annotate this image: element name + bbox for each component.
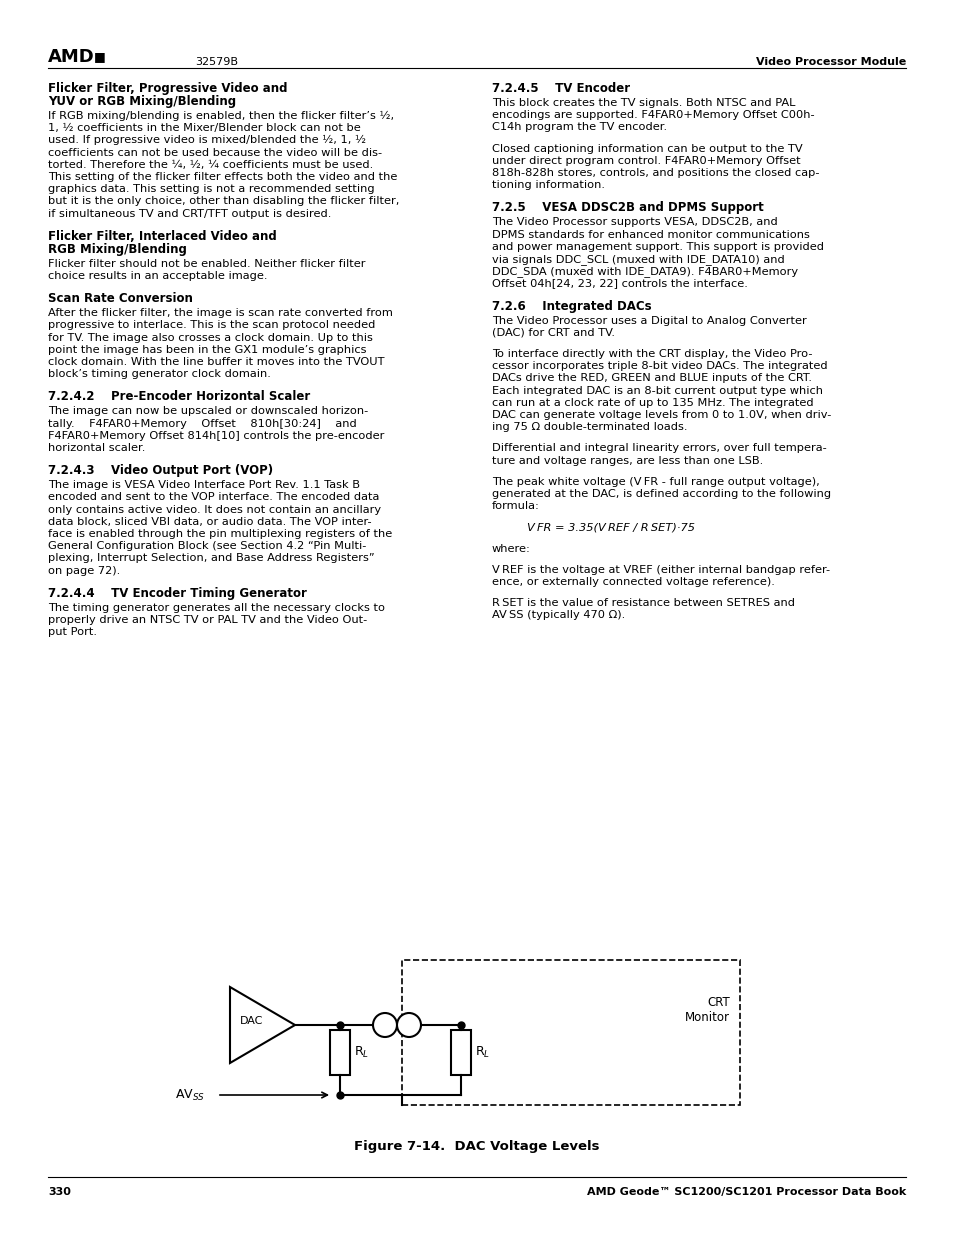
Text: tally.    F4FAR0+Memory    Offset    810h[30:24]    and: tally. F4FAR0+Memory Offset 810h[30:24] … (48, 419, 356, 429)
Text: graphics data. This setting is not a recommended setting: graphics data. This setting is not a rec… (48, 184, 375, 194)
Text: point the image has been in the GX1 module’s graphics: point the image has been in the GX1 modu… (48, 345, 366, 354)
Text: under direct program control. F4FAR0+Memory Offset: under direct program control. F4FAR0+Mem… (492, 156, 800, 165)
Text: CRT
Monitor: CRT Monitor (684, 995, 729, 1024)
Text: This setting of the flicker filter effects both the video and the: This setting of the flicker filter effec… (48, 172, 397, 182)
Text: 7.2.6    Integrated DACs: 7.2.6 Integrated DACs (492, 300, 651, 312)
Text: choice results in an acceptable image.: choice results in an acceptable image. (48, 270, 267, 282)
Text: Figure 7-14.  DAC Voltage Levels: Figure 7-14. DAC Voltage Levels (354, 1140, 599, 1153)
Text: Flicker filter should not be enabled. Neither flicker filter: Flicker filter should not be enabled. Ne… (48, 259, 365, 269)
Text: for TV. The image also crosses a clock domain. Up to this: for TV. The image also crosses a clock d… (48, 332, 373, 342)
Text: plexing, Interrupt Selection, and Base Address Registers”: plexing, Interrupt Selection, and Base A… (48, 553, 375, 563)
Text: If RGB mixing/blending is enabled, then the flicker filter’s ½,: If RGB mixing/blending is enabled, then … (48, 111, 394, 121)
Text: Video Processor Module: Video Processor Module (755, 57, 905, 67)
Text: DAC: DAC (240, 1016, 263, 1026)
Text: only contains active video. It does not contain an ancillary: only contains active video. It does not … (48, 505, 381, 515)
Text: but it is the only choice, other than disabling the flicker filter,: but it is the only choice, other than di… (48, 196, 399, 206)
Text: block’s timing generator clock domain.: block’s timing generator clock domain. (48, 369, 271, 379)
Text: C14h program the TV encoder.: C14h program the TV encoder. (492, 122, 666, 132)
Text: ture and voltage ranges, are less than one LSB.: ture and voltage ranges, are less than o… (492, 456, 762, 466)
Text: RGB Mixing/Blending: RGB Mixing/Blending (48, 243, 187, 256)
Text: 7.2.5    VESA DDSC2B and DPMS Support: 7.2.5 VESA DDSC2B and DPMS Support (492, 201, 763, 215)
Text: 330: 330 (48, 1187, 71, 1197)
Text: 818h-828h stores, controls, and positions the closed cap-: 818h-828h stores, controls, and position… (492, 168, 819, 178)
Text: The timing generator generates all the necessary clocks to: The timing generator generates all the n… (48, 603, 385, 613)
Text: progressive to interlace. This is the scan protocol needed: progressive to interlace. This is the sc… (48, 320, 375, 331)
Text: Offset 04h[24, 23, 22] controls the interface.: Offset 04h[24, 23, 22] controls the inte… (492, 278, 747, 289)
Text: can run at a clock rate of up to 135 MHz. The integrated: can run at a clock rate of up to 135 MHz… (492, 398, 813, 408)
Text: cessor incorporates triple 8-bit video DACs. The integrated: cessor incorporates triple 8-bit video D… (492, 361, 827, 372)
Text: tioning information.: tioning information. (492, 180, 604, 190)
Text: face is enabled through the pin multiplexing registers of the: face is enabled through the pin multiple… (48, 529, 392, 538)
Text: Scan Rate Conversion: Scan Rate Conversion (48, 293, 193, 305)
Text: Differential and integral linearity errors, over full tempera-: Differential and integral linearity erro… (492, 443, 826, 453)
Text: The image can now be upscaled or downscaled horizon-: The image can now be upscaled or downsca… (48, 406, 368, 416)
Text: data block, sliced VBI data, or audio data. The VOP inter-: data block, sliced VBI data, or audio da… (48, 516, 372, 527)
Text: where:: where: (492, 543, 530, 553)
Text: 7.2.4.5    TV Encoder: 7.2.4.5 TV Encoder (492, 82, 630, 95)
Text: 7.2.4.2    Pre-Encoder Horizontal Scaler: 7.2.4.2 Pre-Encoder Horizontal Scaler (48, 390, 310, 404)
Text: 7.2.4.4    TV Encoder Timing Generator: 7.2.4.4 TV Encoder Timing Generator (48, 587, 307, 600)
Text: Flicker Filter, Progressive Video and: Flicker Filter, Progressive Video and (48, 82, 287, 95)
Text: 32579B: 32579B (194, 57, 237, 67)
Text: Flicker Filter, Interlaced Video and: Flicker Filter, Interlaced Video and (48, 230, 276, 243)
Text: (DAC) for CRT and TV.: (DAC) for CRT and TV. (492, 327, 615, 338)
Text: V FR = 3.35(V REF / R SET)·75: V FR = 3.35(V REF / R SET)·75 (526, 522, 695, 532)
Text: To interface directly with the CRT display, the Video Pro-: To interface directly with the CRT displ… (492, 350, 812, 359)
Text: AV SS (typically 470 Ω).: AV SS (typically 470 Ω). (492, 610, 624, 620)
Text: The Video Processor supports VESA, DDSC2B, and: The Video Processor supports VESA, DDSC2… (492, 217, 777, 227)
Text: YUV or RGB Mixing/Blending: YUV or RGB Mixing/Blending (48, 95, 236, 107)
Text: and power management support. This support is provided: and power management support. This suppo… (492, 242, 823, 252)
Text: 1, ½ coefficients in the Mixer/Blender block can not be: 1, ½ coefficients in the Mixer/Blender b… (48, 124, 360, 133)
Text: DACs drive the RED, GREEN and BLUE inputs of the CRT.: DACs drive the RED, GREEN and BLUE input… (492, 373, 811, 383)
Text: put Port.: put Port. (48, 627, 97, 637)
Text: This block creates the TV signals. Both NTSC and PAL: This block creates the TV signals. Both … (492, 98, 795, 107)
Text: DAC can generate voltage levels from 0 to 1.0V, when driv-: DAC can generate voltage levels from 0 t… (492, 410, 830, 420)
Text: used. If progressive video is mixed/blended the ½, 1, ½: used. If progressive video is mixed/blen… (48, 136, 366, 146)
Text: AV$_{SS}$: AV$_{SS}$ (174, 1088, 205, 1103)
Text: torted. Therefore the ¼, ½, ¼ coefficients must be used.: torted. Therefore the ¼, ½, ¼ coefficien… (48, 159, 373, 169)
Text: The Video Processor uses a Digital to Analog Converter: The Video Processor uses a Digital to An… (492, 316, 806, 326)
Text: ing 75 Ω double-terminated loads.: ing 75 Ω double-terminated loads. (492, 422, 687, 432)
Text: Each integrated DAC is an 8-bit current output type which: Each integrated DAC is an 8-bit current … (492, 385, 822, 395)
Text: coefficients can not be used because the video will be dis-: coefficients can not be used because the… (48, 148, 382, 158)
Text: formula:: formula: (492, 501, 539, 511)
Text: Closed captioning information can be output to the TV: Closed captioning information can be out… (492, 143, 801, 153)
Circle shape (373, 1013, 396, 1037)
Text: encoded and sent to the VOP interface. The encoded data: encoded and sent to the VOP interface. T… (48, 493, 379, 503)
Bar (401, 960, 740, 1105)
Text: DDC_SDA (muxed with IDE_DATA9). F4BAR0+Memory: DDC_SDA (muxed with IDE_DATA9). F4BAR0+M… (492, 267, 798, 277)
Text: R SET is the value of resistance between SETRES and: R SET is the value of resistance between… (492, 598, 794, 608)
Text: via signals DDC_SCL (muxed with IDE_DATA10) and: via signals DDC_SCL (muxed with IDE_DATA… (492, 254, 784, 264)
Text: encodings are supported. F4FAR0+Memory Offset C00h-: encodings are supported. F4FAR0+Memory O… (492, 110, 814, 120)
Text: AMD: AMD (48, 48, 94, 65)
Text: if simultaneous TV and CRT/TFT output is desired.: if simultaneous TV and CRT/TFT output is… (48, 209, 331, 219)
Bar (330, 1030, 350, 1074)
Text: generated at the DAC, is defined according to the following: generated at the DAC, is defined accordi… (492, 489, 830, 499)
Text: General Configuration Block (see Section 4.2 “Pin Multi-: General Configuration Block (see Section… (48, 541, 366, 551)
Text: DPMS standards for enhanced monitor communications: DPMS standards for enhanced monitor comm… (492, 230, 809, 240)
Text: The image is VESA Video Interface Port Rev. 1.1 Task B: The image is VESA Video Interface Port R… (48, 480, 359, 490)
Text: ■: ■ (94, 49, 106, 63)
Text: The peak white voltage (V FR - full range output voltage),: The peak white voltage (V FR - full rang… (492, 477, 819, 487)
Bar (451, 1030, 471, 1074)
Text: horizontal scaler.: horizontal scaler. (48, 443, 145, 453)
Text: R$_L$: R$_L$ (475, 1045, 490, 1060)
Circle shape (396, 1013, 420, 1037)
Text: V REF is the voltage at VREF (either internal bandgap refer-: V REF is the voltage at VREF (either int… (492, 564, 829, 574)
Text: clock domain. With the line buffer it moves into the TVOUT: clock domain. With the line buffer it mo… (48, 357, 384, 367)
Text: F4FAR0+Memory Offset 814h[10] controls the pre-encoder: F4FAR0+Memory Offset 814h[10] controls t… (48, 431, 384, 441)
Text: AMD Geode™ SC1200/SC1201 Processor Data Book: AMD Geode™ SC1200/SC1201 Processor Data … (586, 1187, 905, 1197)
Text: R$_L$: R$_L$ (354, 1045, 369, 1060)
Text: 7.2.4.3    Video Output Port (VOP): 7.2.4.3 Video Output Port (VOP) (48, 464, 273, 477)
Text: After the flicker filter, the image is scan rate converted from: After the flicker filter, the image is s… (48, 309, 393, 319)
Text: properly drive an NTSC TV or PAL TV and the Video Out-: properly drive an NTSC TV or PAL TV and … (48, 615, 367, 625)
Text: on page 72).: on page 72). (48, 566, 120, 576)
Text: ence, or externally connected voltage reference).: ence, or externally connected voltage re… (492, 577, 774, 587)
